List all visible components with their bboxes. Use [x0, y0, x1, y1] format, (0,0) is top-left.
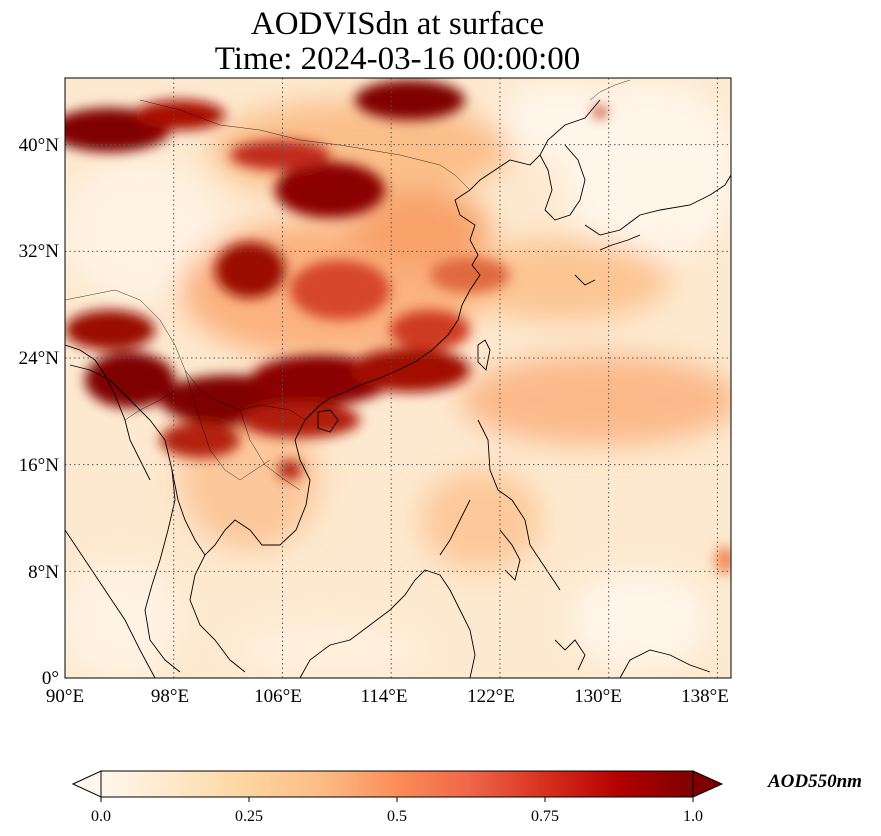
- lon-tick-label: 114°E: [361, 686, 408, 707]
- coastlines: [65, 99, 731, 678]
- lon-tick-label: 90°E: [46, 686, 84, 707]
- colorbar-tick-label: 0.25: [235, 808, 263, 825]
- colorbar-extend-high: [692, 770, 724, 798]
- lat-axis-labels: 0° 8°N 16°N 24°N 32°N 40°N: [19, 135, 60, 689]
- map-frame: [64, 77, 732, 679]
- chart-title: AODVISdn at surface: [250, 6, 545, 42]
- lat-tick-label: 16°N: [19, 455, 60, 476]
- colorbar: 0.0 0.25 0.5 0.75 1.0 AOD550nm: [71, 770, 862, 825]
- lon-tick-label: 98°E: [151, 686, 189, 707]
- colorbar-tick-label: 1.0: [683, 808, 703, 825]
- country-borders: [65, 79, 631, 491]
- colorbar-tick-label: 0.0: [91, 808, 111, 825]
- lat-tick-label: 32°N: [19, 241, 60, 262]
- colorbar-label: AOD550nm: [767, 771, 862, 792]
- lon-axis-labels: 90°E 98°E 106°E 114°E 122°E 130°E 138°E: [46, 686, 729, 707]
- colorbar-gradient: [100, 770, 694, 798]
- lon-tick-label: 138°E: [681, 686, 729, 707]
- lat-tick-label: 40°N: [19, 135, 60, 156]
- colorbar-tick-label: 0.75: [531, 808, 559, 825]
- lon-tick-label: 106°E: [254, 686, 302, 707]
- colorbar-tick-label: 0.5: [387, 808, 407, 825]
- lat-tick-label: 8°N: [28, 562, 59, 583]
- lon-tick-label: 122°E: [467, 686, 515, 707]
- chart-subtitle-time: Time: 2024-03-16 00:00:00: [214, 41, 581, 77]
- colorbar-extend-low: [71, 770, 102, 798]
- lat-tick-label: 24°N: [19, 348, 60, 369]
- lat-tick-label: 0°: [42, 668, 59, 689]
- lon-tick-label: 130°E: [574, 686, 622, 707]
- aod-field: [65, 78, 731, 678]
